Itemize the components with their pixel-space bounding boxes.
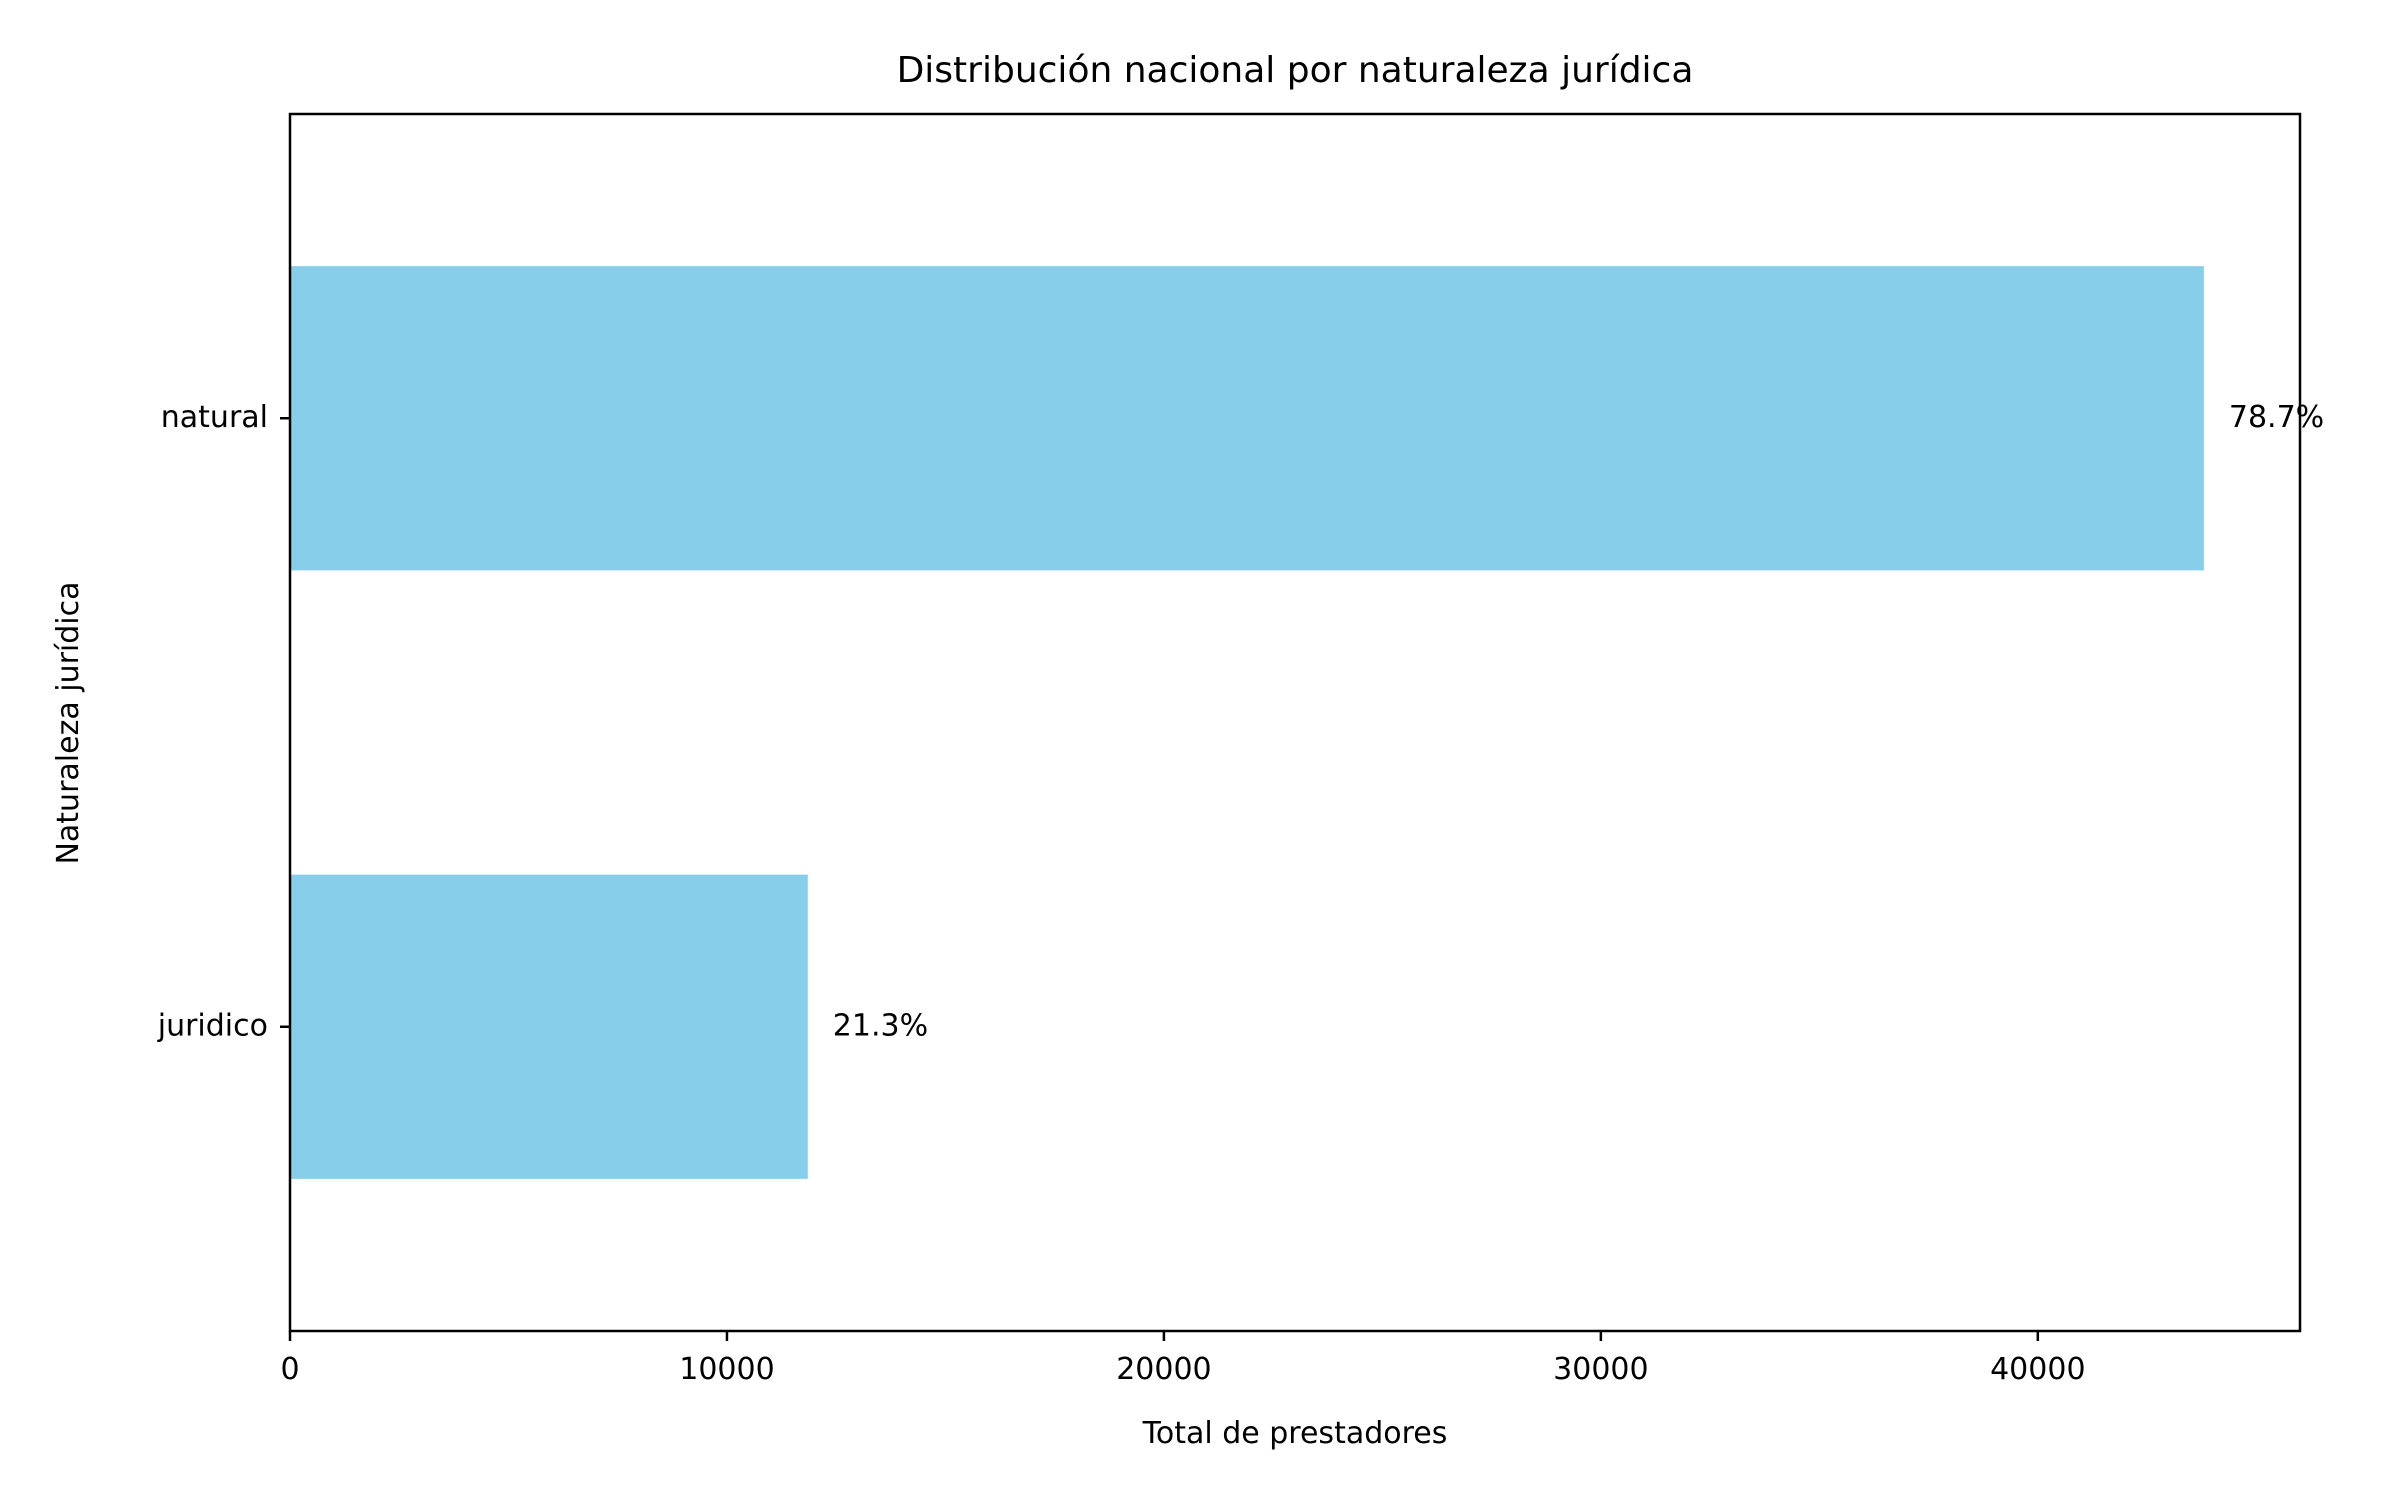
y-axis-label: Naturaleza jurídica <box>51 581 86 864</box>
bar-natural <box>290 266 2204 571</box>
data-label-juridico: 21.3% <box>833 1008 928 1043</box>
x-tick-label: 0 <box>280 1352 299 1387</box>
y-tick-label-juridico: juridico <box>157 1008 268 1043</box>
bar-juridico <box>290 874 808 1179</box>
x-tick-label: 20000 <box>1116 1352 1211 1387</box>
x-tick-label: 10000 <box>679 1352 774 1387</box>
x-axis-label: Total de prestadores <box>1142 1416 1448 1451</box>
x-tick-label: 40000 <box>1990 1352 2085 1387</box>
data-label-natural: 78.7% <box>2229 400 2324 435</box>
x-tick-label: 30000 <box>1553 1352 1648 1387</box>
x-axis: 0 10000 20000 30000 40000 <box>280 1331 2086 1387</box>
y-tick-label-natural: natural <box>161 400 268 435</box>
plot-frame <box>288 112 2302 1333</box>
data-labels-group: 78.7% 21.3% <box>833 400 2324 1044</box>
bars-group <box>290 266 2204 1179</box>
chart-title: Distribución nacional por naturaleza jur… <box>897 50 1694 91</box>
y-axis: natural juridico <box>157 400 290 1043</box>
